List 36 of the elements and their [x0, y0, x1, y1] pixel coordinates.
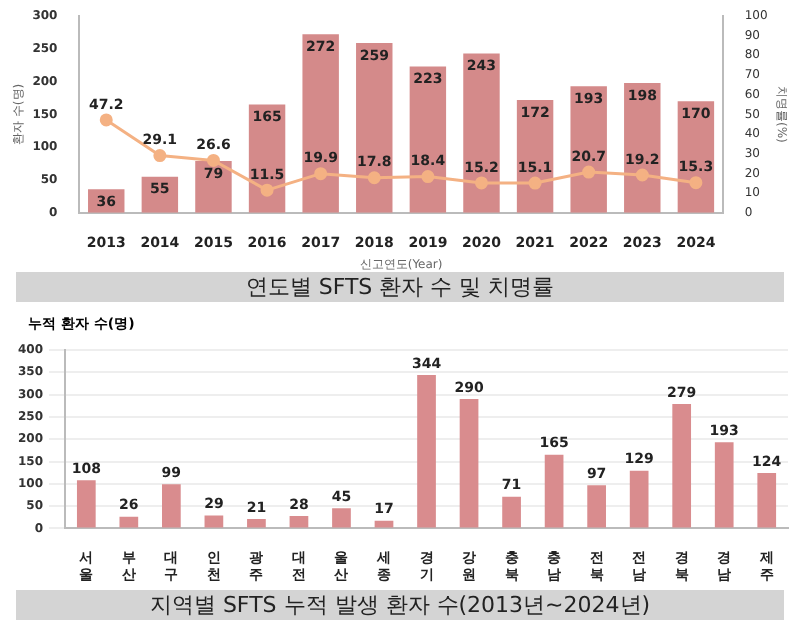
point [260, 183, 274, 197]
bar [714, 442, 734, 528]
bar [502, 496, 521, 528]
bar [356, 42, 393, 213]
point [153, 149, 167, 163]
bar [459, 399, 479, 528]
bar [119, 516, 139, 528]
bar [587, 485, 606, 528]
bar [332, 508, 351, 528]
bar [672, 403, 692, 528]
bar [629, 470, 649, 528]
bar [76, 480, 96, 528]
point [635, 168, 649, 182]
bar [570, 86, 607, 213]
point [421, 170, 435, 184]
bar [302, 34, 339, 213]
point [689, 176, 703, 190]
bar [624, 82, 661, 213]
point [582, 165, 596, 179]
bar [417, 374, 436, 528]
point [367, 171, 381, 185]
text: 연도별 SFTS 환자 수 및 치명률 [16, 272, 784, 302]
point [314, 167, 328, 181]
bar [409, 66, 447, 213]
point [528, 176, 542, 190]
bar [247, 519, 266, 528]
bar [463, 53, 500, 213]
bar [162, 484, 181, 528]
point [206, 153, 220, 167]
bar [757, 473, 777, 528]
point [99, 113, 113, 127]
bar [204, 515, 224, 528]
bar [544, 454, 564, 528]
bar [289, 515, 309, 528]
point [474, 176, 488, 190]
text: 지역별 SFTS 누적 발생 환자 수(2013년~2024년) [16, 590, 784, 620]
